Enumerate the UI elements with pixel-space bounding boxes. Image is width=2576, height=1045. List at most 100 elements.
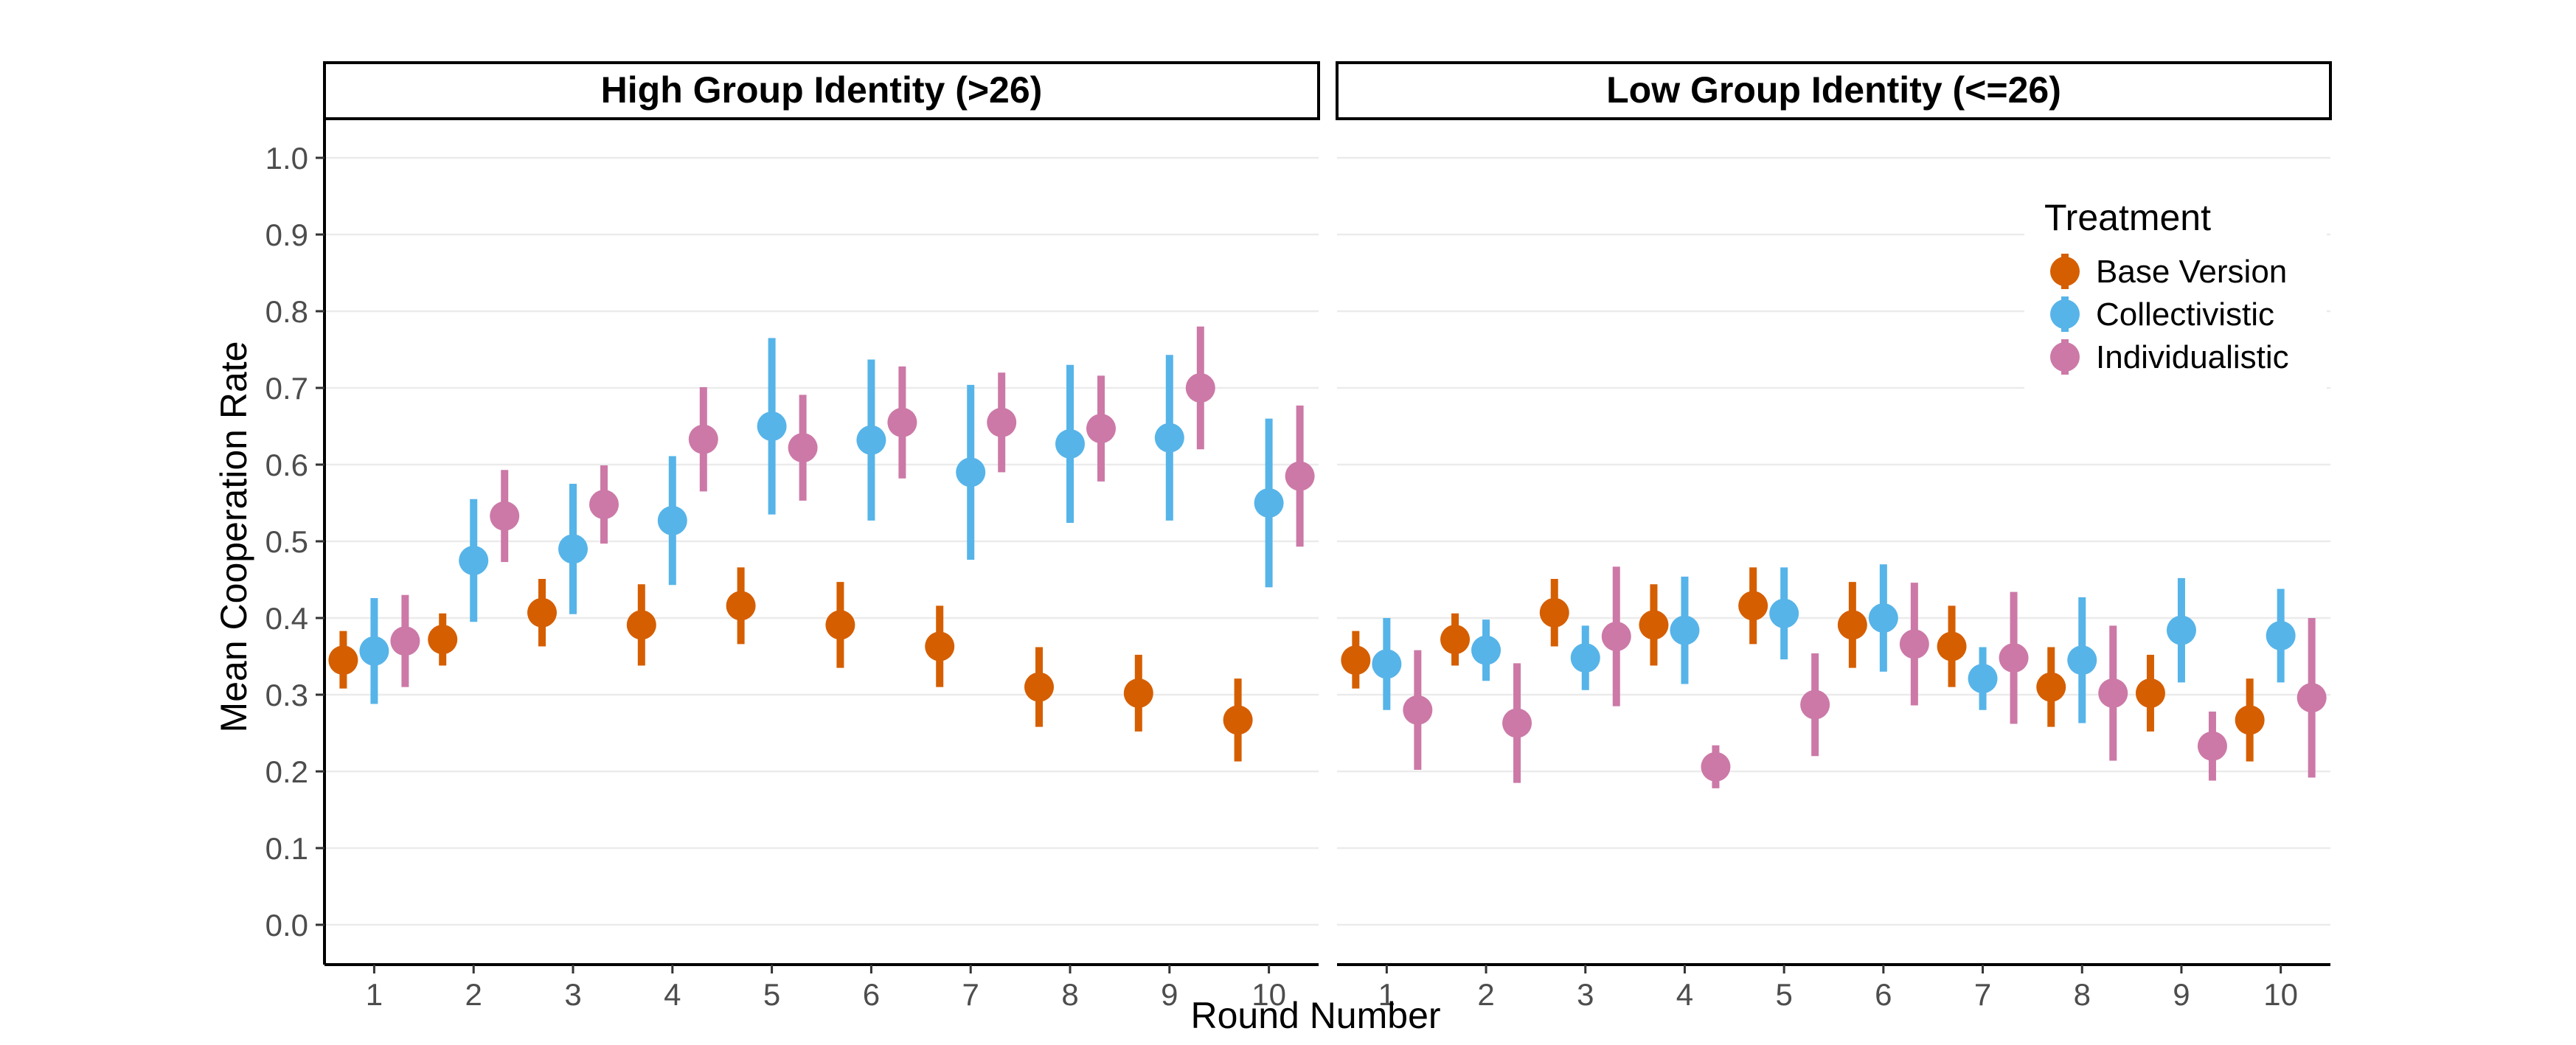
data-point — [1341, 645, 1371, 676]
data-point — [1639, 610, 1669, 640]
data-point — [1868, 603, 1898, 633]
data-point — [2197, 731, 2227, 761]
data-point — [825, 610, 855, 640]
y-tick-label: 0.1 — [265, 831, 308, 866]
y-tick-label: 0.5 — [265, 524, 308, 559]
data-point — [1968, 664, 1998, 694]
x-tick-label: 8 — [2074, 977, 2091, 1012]
data-point — [1254, 488, 1284, 518]
x-tick-label: 7 — [962, 977, 979, 1012]
data-point — [359, 636, 389, 666]
panel-strip — [323, 61, 1320, 120]
x-tick-label: 9 — [1161, 977, 1178, 1012]
x-tick-label: 9 — [2173, 977, 2190, 1012]
data-point — [328, 645, 358, 676]
data-point — [1123, 678, 1153, 708]
data-point — [1086, 414, 1116, 444]
data-point — [558, 534, 588, 564]
panel-1: High Group Identity (>26) — [323, 61, 1320, 926]
data-point — [2036, 672, 2066, 702]
legend-label: Individualistic — [2096, 339, 2289, 375]
panel-2: Low Group Identity (<=26) — [1336, 61, 2332, 926]
data-point — [856, 425, 886, 455]
x-tick-label: 3 — [1577, 977, 1594, 1012]
data-point — [1055, 428, 1085, 459]
y-tick-label: 0.2 — [265, 754, 308, 789]
data-point — [459, 546, 489, 575]
data-point — [1601, 621, 1631, 651]
legend-label: Collectivistic — [2096, 296, 2274, 333]
series-base-version — [328, 567, 1253, 762]
data-point — [757, 412, 787, 441]
x-tick-label: 1 — [366, 977, 383, 1012]
data-point — [1670, 615, 1700, 645]
data-point — [925, 631, 955, 662]
data-point — [390, 626, 420, 656]
x-tick-label: 4 — [1676, 977, 1693, 1012]
x-tick-label: 5 — [763, 977, 780, 1012]
x-tick-label: 1 — [1378, 977, 1395, 1012]
x-axis-title: Round Number — [1190, 995, 1440, 1036]
x-tick-label: 6 — [863, 977, 880, 1012]
x-tick-label: 2 — [465, 977, 482, 1012]
data-point — [1403, 695, 1433, 725]
data-point — [2266, 620, 2296, 650]
data-point — [2135, 678, 2165, 708]
data-point — [956, 457, 986, 487]
x-axes: 1 2 3 4 5 6 7 8 9 10 1 2 3 4 5 6 7 8 9 10 — [324, 963, 2330, 1012]
data-point — [688, 424, 718, 454]
x-axis-panel-1: 1 2 3 4 5 6 7 8 9 10 — [324, 963, 1319, 1012]
series-individualistic — [1403, 566, 2327, 788]
y-tick-label: 0.9 — [265, 218, 308, 252]
data-point — [2296, 683, 2327, 713]
x-tick-label: 7 — [1974, 977, 1991, 1012]
x-tick-label: 5 — [1775, 977, 1792, 1012]
data-point — [589, 490, 619, 520]
y-tick-label: 0.0 — [265, 908, 308, 942]
data-layer — [1341, 564, 2327, 788]
data-point — [1738, 591, 1768, 621]
y-axis: 0.0 0.1 0.2 0.3 0.4 0.5 0.6 0.7 0.8 0.9 1.0 — [265, 120, 326, 965]
data-layer — [328, 326, 1315, 762]
legend-key-point — [2050, 342, 2080, 372]
data-point — [626, 610, 656, 640]
data-point — [1154, 423, 1184, 453]
data-point — [527, 597, 557, 628]
x-tick-label: 6 — [1875, 977, 1892, 1012]
legend-title: Treatment — [2044, 197, 2211, 238]
data-point — [788, 433, 818, 463]
data-point — [1440, 625, 1471, 655]
plot-panels: High Group Identity (>26) Low Group Ident… — [323, 61, 2332, 926]
data-point — [1539, 597, 1569, 628]
data-point — [1899, 629, 1929, 659]
series-base-version — [1341, 567, 2265, 762]
y-tick-label: 0.4 — [265, 601, 308, 636]
x-tick-label: 2 — [1477, 977, 1494, 1012]
x-tick-label: 3 — [564, 977, 581, 1012]
data-point — [1024, 672, 1054, 702]
series-collectivistic — [359, 338, 1284, 704]
data-point — [1570, 643, 1600, 673]
data-point — [1502, 708, 1532, 738]
data-point — [887, 407, 917, 437]
panel-strip — [1336, 61, 2332, 120]
data-point — [1185, 373, 1215, 403]
x-tick-label: 8 — [1061, 977, 1078, 1012]
x-tick-label: 10 — [1251, 977, 1286, 1012]
data-point — [1837, 610, 1867, 640]
legend-label: Base Version — [2096, 254, 2287, 290]
y-axis-title: Mean Cooperation Rate — [213, 341, 254, 733]
x-tick-label: 10 — [2263, 977, 2298, 1012]
legend-key-point — [2050, 299, 2080, 329]
legend-key-point — [2050, 257, 2080, 286]
series-collectivistic — [1372, 564, 2296, 723]
y-tick-label: 0.6 — [265, 448, 308, 482]
data-point — [428, 625, 458, 655]
data-point — [1471, 635, 1501, 665]
y-tick-label: 0.7 — [265, 371, 308, 406]
data-point — [1285, 461, 1315, 491]
x-axis-panel-2: 1 2 3 4 5 6 7 8 9 10 — [1337, 963, 2330, 1012]
series-individualistic — [390, 326, 1315, 687]
data-point — [1937, 631, 1967, 662]
